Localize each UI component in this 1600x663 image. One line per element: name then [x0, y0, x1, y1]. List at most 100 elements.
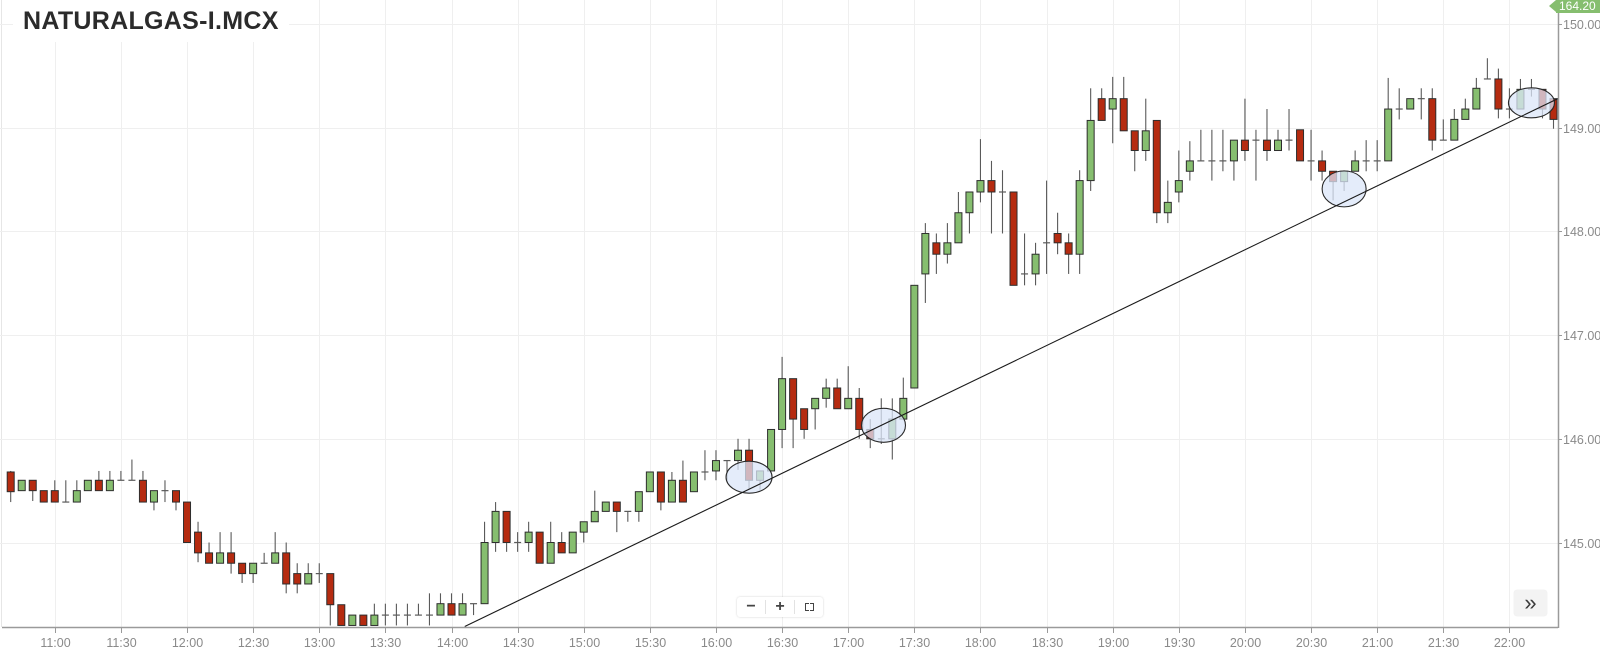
candle[interactable]	[1428, 88, 1437, 151]
candle[interactable]	[447, 593, 456, 616]
candle[interactable]	[1384, 77, 1393, 162]
candle[interactable]	[557, 532, 566, 554]
trendline[interactable]	[464, 98, 1559, 627]
candle[interactable]	[348, 614, 357, 626]
candle[interactable]	[271, 532, 280, 564]
candle[interactable]	[976, 139, 985, 203]
candle[interactable]	[1086, 88, 1095, 191]
candle[interactable]	[1208, 129, 1216, 181]
candle[interactable]	[1274, 129, 1282, 152]
candle[interactable]	[1163, 180, 1172, 224]
candle[interactable]	[546, 521, 555, 564]
candle[interactable]	[999, 170, 1006, 234]
candle[interactable]	[128, 459, 136, 481]
candle[interactable]	[1108, 76, 1117, 144]
candle[interactable]	[1461, 98, 1470, 120]
candle[interactable]	[282, 542, 291, 594]
candle[interactable]	[1229, 139, 1238, 181]
candle[interactable]	[767, 428, 776, 472]
zoom-out-button[interactable]: −	[737, 597, 765, 617]
candle[interactable]	[601, 501, 610, 512]
candle[interactable]	[778, 356, 787, 449]
candle[interactable]	[216, 532, 225, 564]
candle[interactable]	[1031, 242, 1040, 286]
highlight-ellipse[interactable]	[1321, 170, 1367, 208]
candle[interactable]	[1362, 140, 1370, 172]
highlight-ellipse[interactable]	[860, 407, 907, 443]
candle[interactable]	[28, 479, 37, 502]
candle[interactable]	[1373, 140, 1381, 172]
candle[interactable]	[568, 531, 577, 554]
candle[interactable]	[1141, 98, 1150, 161]
candle[interactable]	[624, 510, 632, 522]
candle[interactable]	[1318, 150, 1327, 181]
candle[interactable]	[392, 603, 400, 626]
candle[interactable]	[105, 470, 114, 492]
candle[interactable]	[833, 378, 842, 410]
candle[interactable]	[470, 603, 478, 616]
candle[interactable]	[117, 470, 125, 481]
candle[interactable]	[634, 491, 643, 522]
candle[interactable]	[678, 460, 687, 503]
candle[interactable]	[1262, 109, 1271, 161]
candle[interactable]	[337, 604, 346, 626]
candle[interactable]	[138, 470, 147, 503]
candle[interactable]	[326, 573, 335, 626]
candle[interactable]	[1285, 109, 1293, 151]
candle[interactable]	[921, 223, 930, 303]
zoom-in-button[interactable]: +	[766, 597, 794, 617]
candle[interactable]	[480, 521, 489, 605]
candle[interactable]	[1450, 109, 1459, 141]
candle[interactable]	[855, 387, 864, 439]
candle[interactable]	[1130, 130, 1139, 172]
candle[interactable]	[656, 471, 665, 511]
candle[interactable]	[83, 479, 92, 492]
candle[interactable]	[436, 593, 445, 616]
candle[interactable]	[359, 614, 368, 626]
candle[interactable]	[6, 470, 15, 503]
candle[interactable]	[403, 603, 411, 626]
candle[interactable]	[943, 223, 952, 264]
candle[interactable]	[161, 480, 169, 503]
candle[interactable]	[1064, 233, 1073, 274]
candle[interactable]	[689, 471, 698, 493]
highlight-ellipse[interactable]	[725, 460, 773, 494]
candle[interactable]	[1021, 233, 1029, 286]
candle[interactable]	[1075, 170, 1084, 274]
candle[interactable]	[72, 480, 81, 503]
candle[interactable]	[491, 502, 500, 552]
candle[interactable]	[370, 603, 379, 626]
fullscreen-button[interactable]	[795, 597, 823, 617]
candle[interactable]	[1185, 141, 1194, 181]
candle[interactable]	[1351, 150, 1360, 172]
candle[interactable]	[458, 593, 467, 616]
candle[interactable]	[514, 532, 522, 552]
candle[interactable]	[645, 471, 654, 493]
candle[interactable]	[1252, 129, 1260, 181]
candle[interactable]	[800, 408, 809, 439]
candle[interactable]	[965, 191, 974, 234]
candle[interactable]	[612, 501, 621, 533]
candle[interactable]	[94, 470, 103, 492]
candle[interactable]	[293, 563, 302, 594]
candle[interactable]	[954, 191, 963, 244]
candle[interactable]	[1174, 150, 1183, 203]
candle[interactable]	[667, 471, 676, 503]
candle[interactable]	[260, 552, 268, 564]
candle[interactable]	[701, 450, 709, 481]
candle[interactable]	[1240, 98, 1249, 161]
candle[interactable]	[987, 160, 996, 234]
candle[interactable]	[172, 490, 180, 511]
candle[interactable]	[238, 562, 247, 583]
candle[interactable]	[932, 233, 941, 274]
candle[interactable]	[590, 490, 599, 523]
candle[interactable]	[524, 521, 533, 552]
candle[interactable]	[194, 521, 203, 563]
resize-grip-icon[interactable]: ⋮	[1596, 640, 1600, 660]
candle[interactable]	[535, 531, 544, 564]
candle[interactable]	[822, 378, 831, 408]
candle[interactable]	[1009, 191, 1018, 286]
candle[interactable]	[579, 521, 588, 543]
scroll-to-latest-button[interactable]: »	[1514, 590, 1547, 616]
